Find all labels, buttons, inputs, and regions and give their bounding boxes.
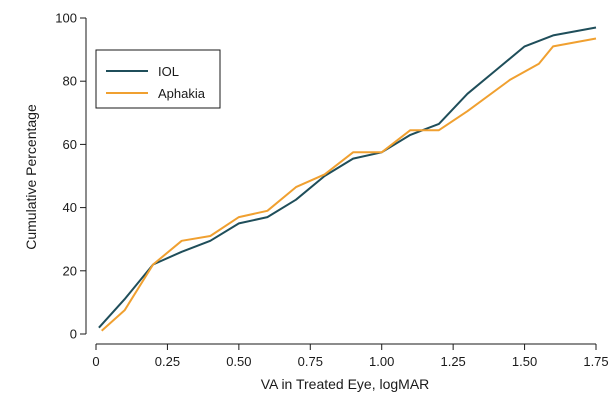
x-tick-label: 0 [92, 354, 99, 369]
y-tick-label: 0 [70, 327, 77, 342]
x-axis-title: VA in Treated Eye, logMAR [261, 376, 430, 392]
x-tick-label: 1.25 [440, 354, 465, 369]
y-tick-label: 80 [63, 74, 77, 89]
y-tick-label: 20 [63, 263, 77, 278]
x-tick-label: 1.50 [512, 354, 537, 369]
y-tick-label: 100 [55, 11, 77, 26]
y-ticks: 0 20 40 60 80 100 [55, 11, 86, 342]
x-tick-label: 0.50 [226, 354, 251, 369]
legend-iol-label: IOL [158, 64, 179, 79]
x-ticks: 0 0.25 0.50 0.75 1.00 1.25 1.50 1.75 [92, 344, 608, 369]
legend: IOL Aphakia [96, 50, 220, 108]
x-tick-label: 1.75 [583, 354, 608, 369]
x-tick-label: 1.00 [369, 354, 394, 369]
y-axis-title: Cumulative Percentage [23, 104, 39, 250]
legend-aphakia-label: Aphakia [158, 86, 206, 101]
x-tick-label: 0.25 [155, 354, 180, 369]
y-tick-label: 40 [63, 200, 77, 215]
y-tick-label: 60 [63, 137, 77, 152]
x-tick-label: 0.75 [298, 354, 323, 369]
